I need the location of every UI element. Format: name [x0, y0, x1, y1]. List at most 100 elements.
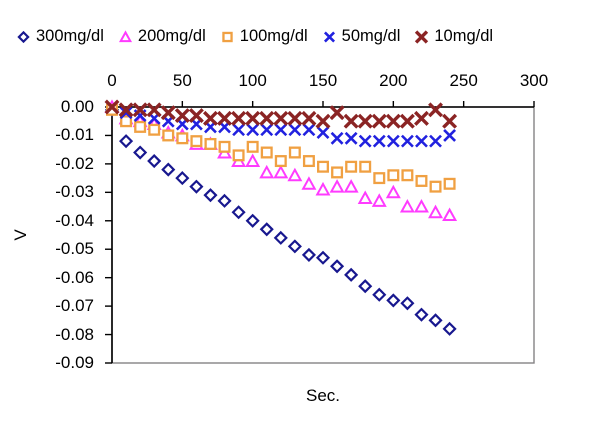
marker-triangle-icon [428, 204, 444, 219]
legend-item-200mgdl: 200mg/dl [118, 27, 206, 46]
marker-triangle-icon [343, 179, 359, 193]
marker-triangle-icon [371, 193, 387, 207]
marker-x-bold-icon [301, 110, 317, 126]
marker-x-bold-icon [357, 113, 373, 129]
legend-label: 200mg/dl [137, 27, 206, 45]
marker-x-icon [415, 134, 428, 148]
marker-square-icon [317, 160, 329, 173]
y-tick-label: -0.09 [55, 353, 94, 372]
marker-x-icon [260, 123, 274, 137]
x-tick-label: 50 [172, 71, 192, 90]
marker-triangle-icon [385, 184, 401, 199]
marker-diamond-icon [372, 287, 387, 302]
marker-square-icon [373, 172, 386, 185]
marker-x-bold-icon [329, 105, 345, 121]
marker-x-icon [358, 134, 372, 148]
marker-x-icon [330, 131, 344, 145]
marker-square-icon [401, 169, 414, 182]
marker-x-bold-icon [415, 30, 429, 44]
marker-x-bold-icon [118, 102, 134, 118]
marker-square-icon [222, 31, 233, 43]
marker-square-icon [260, 146, 273, 159]
marker-triangle-icon [259, 164, 275, 179]
marker-diamond-icon [428, 313, 443, 328]
marker-diamond-icon [147, 153, 162, 169]
marker-square-icon [218, 140, 231, 153]
marker-x-icon [119, 106, 133, 120]
marker-diamond-icon [17, 30, 30, 44]
x-tick-label: 200 [379, 71, 408, 90]
marker-square-icon [288, 146, 301, 159]
marker-x-icon [302, 123, 316, 137]
legend-open-triangle-icon [118, 30, 132, 43]
marker-x-bold-icon [203, 110, 218, 126]
legend-label: 300mg/dl [36, 27, 104, 45]
marker-x-icon [372, 134, 386, 148]
marker-diamond-icon [259, 222, 274, 237]
marker-x-bold-icon [273, 110, 289, 126]
marker-x-icon [386, 134, 400, 148]
x-tick-label: 150 [308, 71, 338, 90]
marker-x-bold-icon [104, 99, 120, 115]
marker-x-icon [288, 123, 302, 137]
series-10mgdl [104, 99, 458, 129]
marker-x-icon [400, 134, 414, 148]
y-tick-label: -0.02 [55, 153, 94, 173]
legend-item-100mgdl: 100mg/dl [220, 27, 308, 46]
x-tick-label: 100 [238, 71, 267, 90]
legend-item-10mgdl: 10mg/dl [414, 27, 493, 46]
marker-x-bold-icon [217, 110, 232, 126]
y-tick-label: -0.08 [55, 324, 94, 344]
plot-frame [111, 106, 535, 364]
marker-diamond-icon [161, 162, 176, 177]
marker-square-icon [232, 149, 245, 162]
marker-x-icon [429, 134, 442, 148]
legend-x-bold-icon [415, 30, 429, 44]
marker-triangle-icon [301, 176, 317, 190]
marker-square-icon [148, 123, 161, 136]
y-tick-label: -0.07 [55, 296, 94, 316]
legend-open-diamond-icon [17, 30, 30, 44]
marker-square-icon [387, 169, 400, 182]
legend-label: 50mg/dl [341, 27, 401, 45]
y-tick-label: -0.05 [55, 239, 94, 259]
marker-x-bold-icon [371, 113, 387, 129]
y-tick-label: -0.04 [55, 210, 94, 230]
marker-x-bold-icon [315, 113, 331, 129]
marker-x-bold-icon [287, 110, 303, 126]
marker-triangle-icon [329, 179, 345, 193]
marker-triangle-icon [118, 30, 132, 43]
marker-x-bold-icon [428, 102, 443, 118]
marker-diamond-icon [358, 279, 373, 294]
marker-diamond-icon [330, 259, 345, 274]
marker-triangle-icon [287, 167, 303, 182]
marker-triangle-icon [413, 198, 429, 213]
x-tick-label: 0 [107, 71, 117, 90]
y-tick-label: -0.03 [55, 182, 94, 202]
chart-legend: 300mg/dl 200mg/dl 100mg/dl 50mg/dl 10mg/dl [16, 27, 493, 46]
marker-square-icon [443, 177, 456, 190]
marker-diamond-icon [414, 307, 429, 322]
legend-label: 10mg/dl [434, 27, 494, 45]
marker-square-icon [204, 137, 217, 150]
marker-x-bold-icon [188, 108, 204, 123]
marker-diamond-icon [287, 239, 302, 254]
marker-triangle-icon [442, 207, 458, 222]
marker-square-icon [429, 180, 442, 193]
marker-triangle-icon [245, 153, 261, 167]
marker-x-icon [316, 126, 330, 140]
marker-x-bold-icon [231, 110, 247, 126]
marker-diamond-icon [175, 171, 190, 186]
legend-open-square-icon [222, 31, 233, 43]
legend-label: 100mg/dl [239, 27, 308, 45]
marker-square-icon [134, 120, 147, 133]
marker-diamond-icon [217, 193, 232, 208]
marker-diamond-icon [315, 250, 331, 265]
legend-item-50mgdl: 50mg/dl [322, 27, 401, 46]
legend-item-300mgdl: 300mg/dl [16, 27, 104, 46]
marker-square-icon [331, 166, 344, 179]
marker-square-icon [246, 140, 259, 153]
marker-x-bold-icon [414, 110, 429, 126]
marker-x-bold-icon [132, 102, 148, 118]
